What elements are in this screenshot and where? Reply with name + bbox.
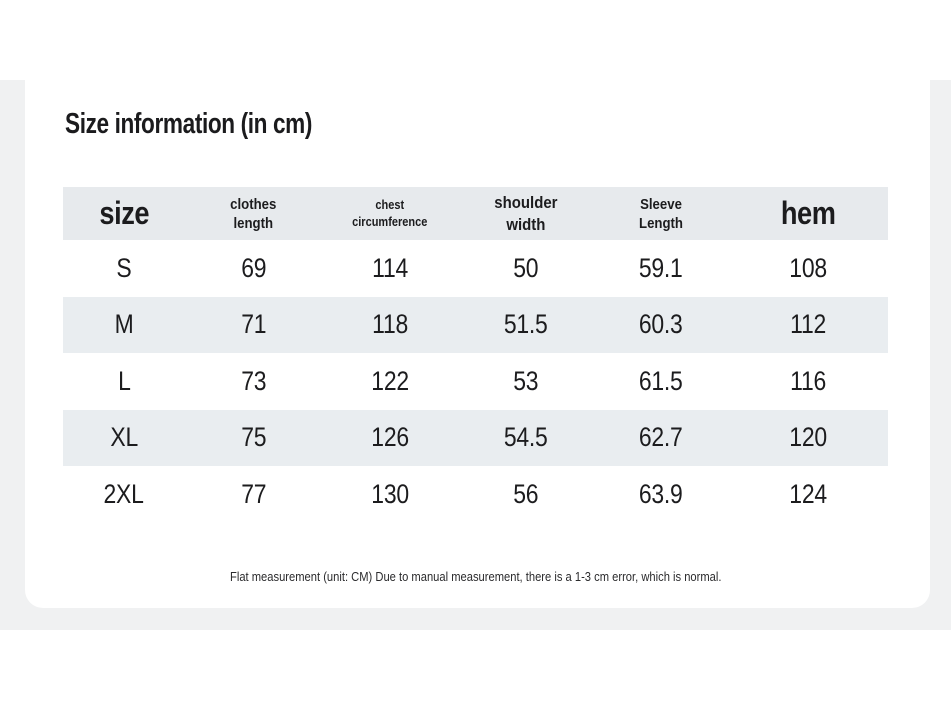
hem-cell: 116 xyxy=(790,365,827,396)
sleeve-length-cell: 60.3 xyxy=(639,309,683,340)
shoulder-width-cell: 51.5 xyxy=(503,309,548,340)
clothes-length-cell: 77 xyxy=(240,478,266,509)
column-header-shoulder-width: shoulder width xyxy=(494,193,558,234)
chest-circumference-cell: 114 xyxy=(371,252,408,283)
chest-circumference-cell: 130 xyxy=(371,478,409,509)
size-cell: 2XL xyxy=(104,478,145,509)
clothes-length-cell: 69 xyxy=(240,252,266,283)
size-cell: L xyxy=(117,365,131,396)
table-row-2xl: 2XL 77 130 56 63.9 124 xyxy=(63,466,888,523)
size-cell: M xyxy=(114,309,134,340)
table-row-xl: XL 75 126 54.5 62.7 120 xyxy=(63,409,888,466)
sleeve-length-cell: 59.1 xyxy=(639,252,683,283)
shoulder-width-cell: 50 xyxy=(513,252,539,283)
size-info-card: Size information (in cm) size clothes le… xyxy=(25,80,930,608)
sleeve-length-cell: 63.9 xyxy=(639,478,683,509)
column-header-chest-circumference: chest circumference xyxy=(352,197,428,229)
table-row-s: S 69 114 50 59.1 108 xyxy=(63,240,888,297)
hem-cell: 108 xyxy=(789,252,828,283)
table-row-m: M 71 118 51.5 60.3 112 xyxy=(63,296,888,353)
hem-cell: 112 xyxy=(790,309,827,340)
chest-circumference-cell: 118 xyxy=(371,309,408,340)
sleeve-length-cell: 62.7 xyxy=(639,422,683,453)
clothes-length-cell: 75 xyxy=(240,422,266,453)
shoulder-width-cell: 53 xyxy=(513,365,539,396)
hem-cell: 124 xyxy=(789,478,828,509)
chest-circumference-cell: 126 xyxy=(371,422,409,453)
size-cell: S xyxy=(116,252,132,283)
hem-cell: 120 xyxy=(789,422,828,453)
shoulder-width-cell: 54.5 xyxy=(503,422,548,453)
column-header-sleeve-length: Sleeve Length xyxy=(639,195,684,232)
clothes-length-cell: 71 xyxy=(240,309,266,340)
size-table: size clothes length chest circumference xyxy=(63,187,888,523)
table-header-row: size clothes length chest circumference xyxy=(63,187,888,240)
table-row-l: L 73 122 53 61.5 116 xyxy=(63,353,888,410)
page-title: Size information (in cm) xyxy=(65,108,313,140)
column-header-clothes-length: clothes length xyxy=(230,195,277,232)
sleeve-length-cell: 61.5 xyxy=(639,365,683,396)
size-cell: XL xyxy=(110,422,138,453)
column-header-size: size xyxy=(99,195,149,232)
shoulder-width-cell: 56 xyxy=(513,478,539,509)
column-header-hem: hem xyxy=(781,195,836,232)
chest-circumference-cell: 122 xyxy=(371,365,409,396)
measurement-footnote: Flat measurement (unit: CM) Due to manua… xyxy=(229,569,722,584)
clothes-length-cell: 73 xyxy=(240,365,266,396)
